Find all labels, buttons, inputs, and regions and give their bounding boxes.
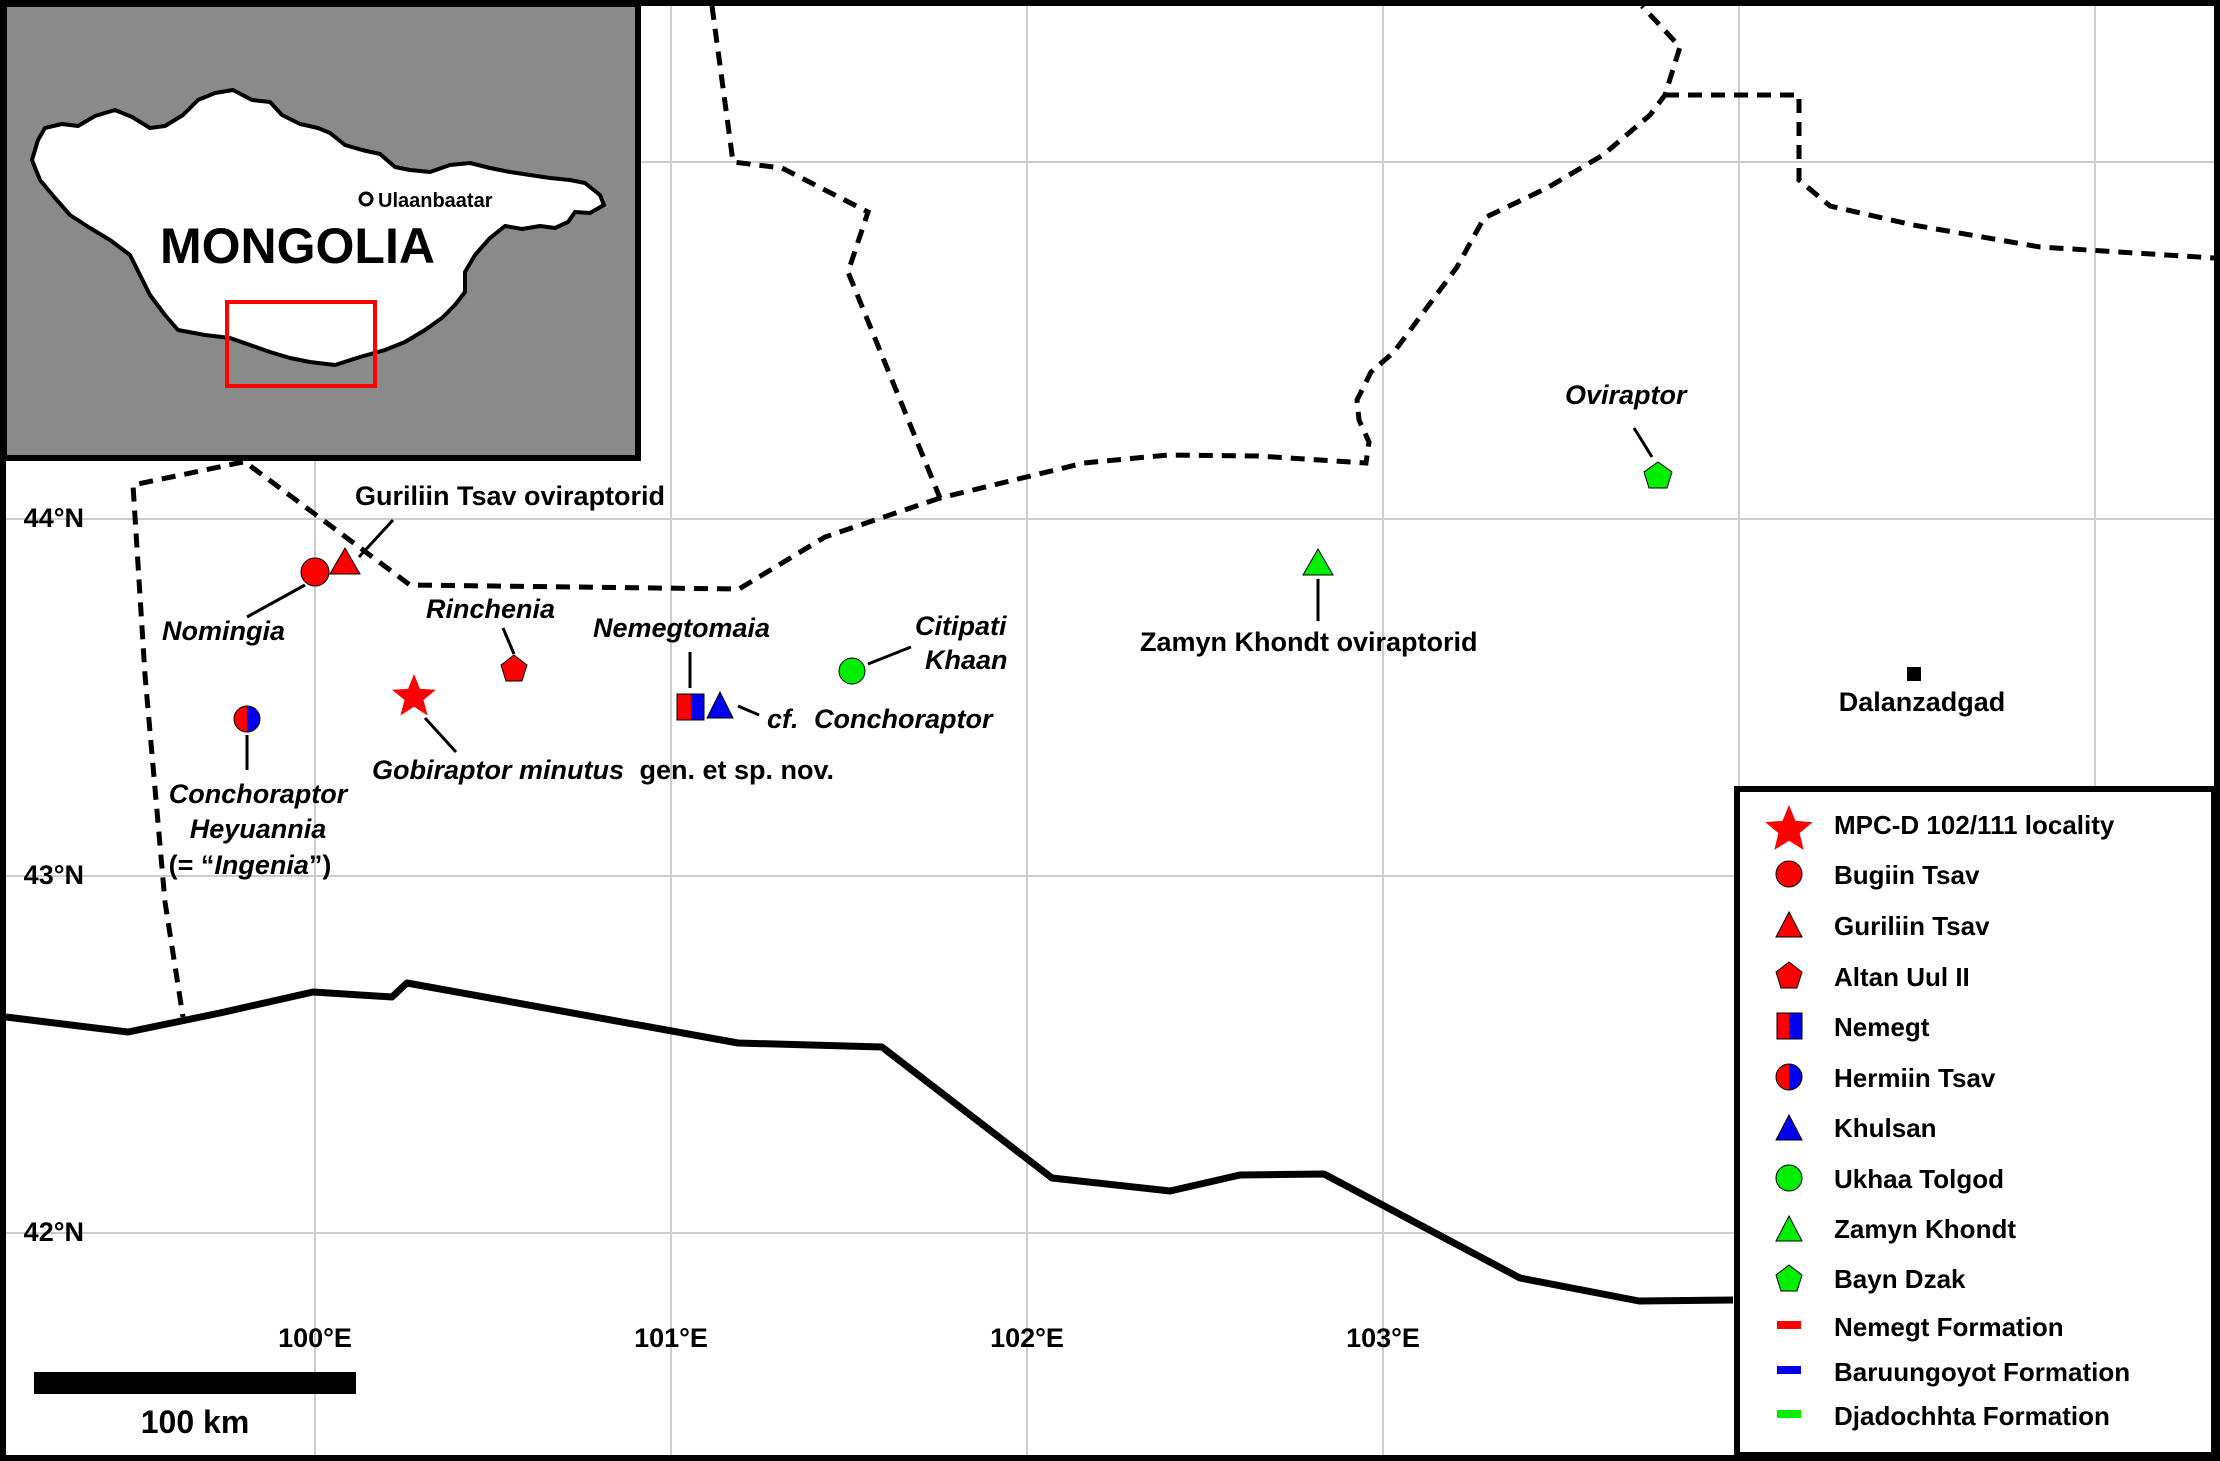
label-citipati: Citipati	[915, 611, 1007, 641]
legend-label: Ukhaa Tolgod	[1834, 1164, 2004, 1194]
inset-country-label: MONGOLIA	[160, 218, 435, 274]
label-nomingia: Nomingia	[162, 616, 285, 646]
legend-label: Khulsan	[1834, 1113, 1937, 1143]
taxon-labels: Guriliin Tsav oviraptorid Nomingia Rinch…	[162, 380, 2005, 880]
legend-star-red	[1765, 805, 1813, 850]
label-heyuannia: Heyuannia	[190, 814, 327, 844]
international-border	[5, 979, 1734, 1305]
legend: MPC-D 102/111 locality Bugiin Tsav Guril…	[1734, 786, 2217, 1458]
label-zamyn-oviraptorid: Zamyn Khondt oviraptorid	[1140, 627, 1478, 657]
label-ingenia-open: (= “	[169, 850, 215, 880]
nemegt-marker	[676, 693, 705, 721]
label-khaan: Khaan	[925, 645, 1008, 675]
legend-label: Nemegt Formation	[1834, 1312, 2064, 1342]
legend-split-square	[1776, 1012, 1803, 1040]
legend-circle-green	[1775, 1164, 1803, 1192]
label-rinchenia: Rinchenia	[426, 594, 555, 624]
label-oviraptor: Oviraptor	[1565, 380, 1688, 410]
legend-label: Djadochhta Formation	[1834, 1401, 2110, 1431]
scale-bar-label: 100 km	[141, 1404, 250, 1440]
khulsan-marker	[706, 690, 734, 719]
legend-label: Bugiin Tsav	[1834, 860, 1980, 890]
dalanzadgad-marker	[1907, 667, 1921, 681]
legend-label: Bayn Dzak	[1834, 1264, 1966, 1294]
scale-bar	[34, 1372, 356, 1394]
label-cf-taxon: Conchoraptor	[814, 704, 994, 734]
label-gobiraptor-name: Gobiraptor minutus	[372, 755, 624, 785]
mpc-d-locality-star	[392, 674, 436, 716]
lon-label-101: 101°E	[634, 1323, 708, 1353]
label-ingenia-name: Ingenia	[214, 850, 309, 880]
ulaanbaatar-marker	[358, 191, 374, 207]
lat-label-43: 43°N	[24, 860, 84, 890]
legend-triangle-red	[1775, 910, 1803, 938]
zamyn-khondt-marker	[1302, 547, 1334, 576]
legend-split-circle	[1775, 1063, 1803, 1091]
lon-label-102: 102°E	[990, 1323, 1064, 1353]
legend-label: Guriliin Tsav	[1834, 911, 1990, 941]
lon-label-103: 103°E	[1346, 1323, 1420, 1353]
hermiin-tsav-marker	[233, 705, 261, 733]
altan-uul-marker	[500, 654, 528, 682]
study-area-box	[225, 300, 377, 388]
province-boundaries	[130, 4, 2215, 1018]
legend-dash-blue	[1777, 1366, 1801, 1374]
legend-label: Hermiin Tsav	[1834, 1063, 1996, 1093]
legend-pentagon-red	[1775, 961, 1803, 989]
label-gobiraptor: Gobiraptor minutus gen. et sp. nov.	[372, 755, 834, 785]
longitude-labels: 100°E 101°E 102°E 103°E	[278, 1323, 1420, 1353]
guriliin-tsav-marker	[329, 546, 361, 575]
legend-label: Baruungoyot Formation	[1834, 1357, 2130, 1387]
label-cf-conchoraptor: cf. Conchoraptor	[767, 704, 994, 734]
legend-label: Nemegt	[1834, 1012, 1930, 1042]
label-cf-prefix: cf.	[767, 704, 799, 734]
latitude-labels: 44°N 43°N 42°N	[24, 503, 84, 1247]
inset-map: Ulaanbaatar MONGOLIA	[1, 1, 641, 461]
legend-pentagon-green	[1775, 1264, 1803, 1292]
legend-label: MPC-D 102/111 locality	[1834, 810, 2115, 840]
bayn-dzak-marker	[1643, 461, 1673, 489]
label-conchoraptor: Conchoraptor	[169, 779, 349, 809]
label-dalanzadgad: Dalanzadgad	[1839, 687, 2006, 717]
label-guriliin-oviraptorid: Guriliin Tsav oviraptorid	[355, 481, 665, 511]
label-ingenia-close: ”)	[309, 850, 332, 880]
legend-dash-red	[1777, 1321, 1801, 1329]
label-gobiraptor-suffix: gen. et sp. nov.	[640, 755, 835, 785]
inset-capital-label: Ulaanbaatar	[378, 190, 493, 212]
lat-label-44: 44°N	[24, 503, 84, 533]
bugiin-tsav-marker	[300, 557, 330, 587]
locality-markers	[233, 461, 1921, 733]
legend-triangle-blue	[1775, 1113, 1803, 1141]
legend-label: Zamyn Khondt	[1834, 1214, 2016, 1244]
ukhaa-tolgod-marker	[838, 657, 866, 685]
legend-label: Altan Uul II	[1834, 962, 1970, 992]
leader-lines	[245, 427, 1654, 770]
label-nemegtomaia: Nemegtomaia	[593, 613, 770, 643]
legend-circle-red	[1775, 860, 1803, 888]
lat-label-42: 42°N	[24, 1217, 84, 1247]
legend-triangle-green	[1775, 1214, 1803, 1242]
lon-label-100: 100°E	[278, 1323, 352, 1353]
legend-dash-green	[1777, 1410, 1801, 1418]
label-ingenia: (= “Ingenia”)	[169, 850, 332, 880]
mongolia-outline	[30, 88, 606, 367]
